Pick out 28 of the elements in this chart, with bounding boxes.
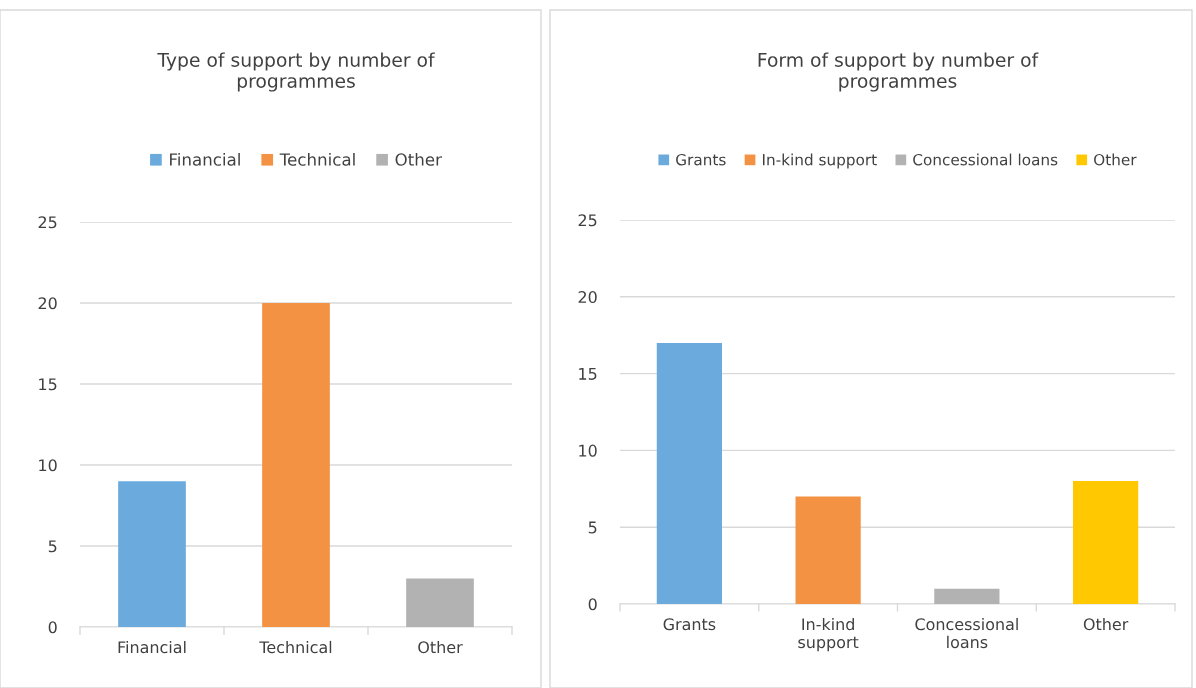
legend-label: Other <box>1094 153 1137 166</box>
y-tick-label: 5 <box>48 540 57 553</box>
legend-label: Grants <box>676 153 726 166</box>
y-tick-label: 20 <box>38 297 57 310</box>
y-tick-label: 15 <box>579 368 597 380</box>
legend-label: Technical <box>279 152 355 166</box>
y-tick-label: 25 <box>38 216 57 229</box>
legend-label: Other <box>395 152 442 166</box>
x-tick-label: Other <box>418 640 463 654</box>
legend-label: Concessional loans <box>913 153 1058 166</box>
y-tick-label: 5 <box>588 521 597 534</box>
legend-label: Financial <box>170 152 240 166</box>
x-tick-label: Grants <box>663 618 716 631</box>
y-tick-label: 0 <box>48 621 57 634</box>
y-tick-label: 20 <box>578 291 597 304</box>
x-tick-label: Financial <box>118 640 186 654</box>
y-tick-label: 15 <box>39 378 57 391</box>
y-tick-label: 25 <box>578 214 597 227</box>
chart-title: Form of support by number of programmes <box>758 52 1039 92</box>
x-tick-label: In-kind support <box>798 617 859 652</box>
x-tick-label: Technical <box>259 640 332 654</box>
y-tick-label: 0 <box>588 598 597 611</box>
x-tick-label: Concessional loans <box>915 617 1018 649</box>
legend-label: In-kind support <box>762 153 877 169</box>
chart-title: Type of support by number of programmes <box>157 52 435 92</box>
x-tick-label: Other <box>1083 617 1129 631</box>
y-tick-label: 10 <box>39 459 57 472</box>
y-tick-label: 10 <box>579 444 597 457</box>
